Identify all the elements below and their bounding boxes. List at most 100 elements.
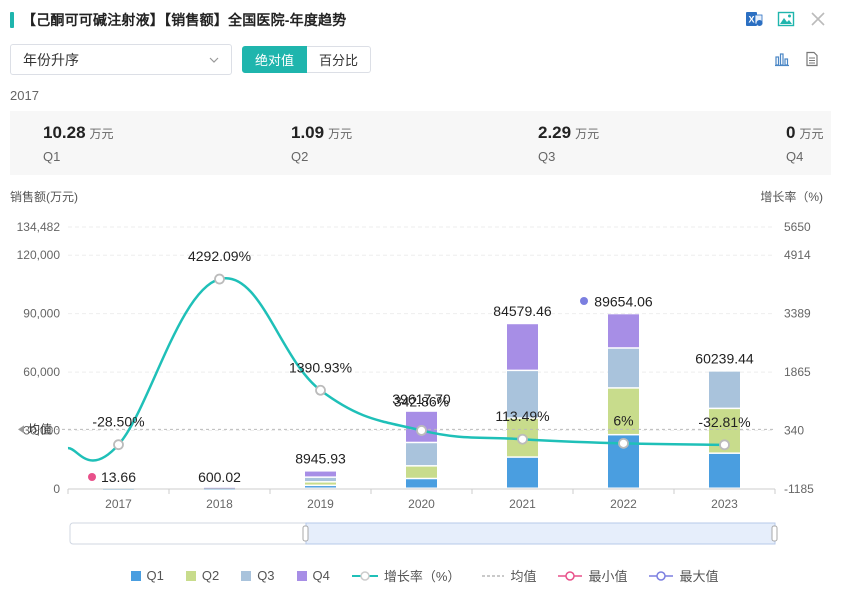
bar-total-label: 13.66	[101, 469, 136, 485]
left-tick-label: 120,000	[17, 248, 61, 262]
percent-button[interactable]: 百分比	[307, 46, 372, 73]
zoom-handle-left[interactable]	[302, 525, 309, 542]
x-tick-label: 2022	[610, 497, 637, 511]
legend-q3[interactable]: Q3	[241, 566, 275, 585]
bar-q4-2018	[204, 487, 235, 489]
bar-total-label: 84579.46	[493, 303, 552, 319]
view-toolbar	[773, 50, 821, 68]
x-tick-label: 2019	[307, 497, 334, 511]
close-icon[interactable]	[809, 10, 827, 28]
bar-q4-2022	[608, 314, 639, 348]
bar-total-label: 39617.70	[392, 391, 451, 407]
left-tick-label: 30,000	[23, 424, 60, 438]
sales-trend-chart: 134,482 120,000 90,000 60,000 30,000 0 5650 491…	[17, 220, 814, 545]
bar-total-label: 89654.06	[594, 293, 653, 309]
max-value-marker	[580, 297, 588, 305]
excel-icon[interactable]: X	[745, 10, 763, 28]
bar-q3-2019	[305, 477, 336, 482]
zoom-selected-range[interactable]	[305, 522, 776, 545]
sort-select[interactable]: 年份升序	[10, 44, 232, 75]
document-icon[interactable]	[803, 50, 821, 68]
chart-title-bar: 【己酮可可碱注射液】【销售额】全国医院-年度趋势	[10, 10, 346, 30]
bar-q1-2020	[406, 479, 437, 488]
legend-q2-label: Q2	[201, 568, 220, 583]
legend-growth-label: 增长率（%）	[383, 569, 461, 584]
right-tick-label: 4914	[784, 248, 811, 262]
legend-q1-swatch	[130, 570, 141, 581]
left-tick-label: 90,000	[23, 307, 60, 321]
legend-min-icon	[558, 570, 583, 581]
min-value-marker	[88, 473, 96, 481]
x-tick-label: 2020	[408, 497, 435, 511]
kpi-strip: 10.28 万元 Q1 1.09 万元 Q2 2.29 万元 Q3 0 万元 Q4	[10, 111, 831, 175]
bar-q3-2023	[709, 371, 740, 408]
legend-q4-label: Q4	[312, 568, 330, 583]
growth-label: 113.49%	[495, 408, 549, 424]
right-tick-label: 340	[784, 424, 804, 438]
right-tick-label: 3389	[784, 307, 811, 321]
bar-q3-2020	[406, 443, 437, 466]
legend-q4-swatch	[296, 570, 307, 581]
legend-max[interactable]: 最大值	[649, 566, 718, 585]
legend-q1[interactable]: Q1	[130, 566, 164, 585]
right-tick-label: 5650	[784, 220, 811, 234]
x-tick-label: 2021	[509, 497, 536, 511]
chart-title: 【己酮可可碱注射液】【销售额】全国医院-年度趋势	[22, 12, 347, 28]
absolute-value-button[interactable]: 绝对值	[242, 46, 308, 73]
growth-point-2019	[315, 384, 326, 396]
right-tick-label: 1865	[784, 365, 811, 379]
kpi-value: 0	[786, 123, 796, 142]
legend-q2[interactable]: Q2	[185, 566, 220, 585]
bar-q3-2022	[608, 348, 639, 388]
bar-q1-2023	[709, 453, 740, 488]
left-axis-title: 销售额(万元)	[10, 190, 78, 204]
bar-total-label: 600.02	[198, 469, 241, 485]
growth-rate-line	[67, 276, 725, 462]
growth-label: 6%	[613, 412, 633, 428]
bar-q4-2019	[305, 471, 336, 477]
legend-q1-label: Q1	[146, 568, 164, 583]
growth-point-2018	[214, 273, 225, 285]
x-tick-label: 2017	[105, 497, 132, 511]
bar-total-label: 8945.93	[295, 451, 346, 467]
legend-q2-swatch	[185, 570, 196, 581]
kpi-quarter: Q3	[538, 149, 556, 164]
growth-label: 342.86%	[394, 393, 449, 409]
growth-label: 4292.09%	[188, 248, 251, 264]
bar-q3-2017	[103, 488, 134, 490]
svg-text:X: X	[748, 15, 754, 25]
right-tick-label: -1185	[784, 482, 814, 496]
legend-average[interactable]: 均值	[482, 566, 536, 585]
legend-q3-swatch	[241, 570, 252, 581]
selected-year: 2017	[10, 88, 39, 103]
growth-point-2020	[416, 425, 427, 436]
legend-growth[interactable]: 增长率（%）	[351, 566, 461, 585]
legend-q4[interactable]: Q4	[296, 566, 330, 585]
bar-q2-2020	[406, 466, 437, 478]
chevron-down-icon	[209, 57, 219, 63]
legend-q3-label: Q3	[257, 568, 275, 583]
zoom-handle-right[interactable]	[771, 525, 778, 542]
legend-min[interactable]: 最小值	[558, 566, 627, 585]
x-tick-label: 2023	[711, 497, 738, 511]
bar-q2-2019	[305, 482, 336, 485]
growth-label: -28.50%	[92, 414, 144, 430]
legend-min-label: 最小值	[588, 569, 628, 584]
growth-point-2022	[618, 437, 629, 449]
bar-q1-2019	[305, 486, 336, 488]
right-axis-title: 增长率（%)	[760, 190, 823, 204]
x-tick-label: 2018	[206, 497, 233, 511]
bar-q4-2021	[507, 324, 538, 370]
chart-legend: Q1 Q2 Q3 Q4 增长率（%） 均值 最小值 最大值	[0, 566, 849, 585]
legend-max-label: 最大值	[679, 569, 719, 584]
image-icon[interactable]	[777, 10, 795, 28]
legend-max-icon	[649, 570, 674, 581]
kpi-quarter: Q2	[291, 149, 309, 164]
kpi-unit: 万元	[799, 127, 824, 141]
legend-average-line-icon	[482, 574, 505, 577]
bar-chart-icon[interactable]	[773, 50, 791, 68]
bar-q3-2021	[507, 371, 538, 418]
kpi-quarter: Q4	[786, 149, 804, 164]
growth-label: 1390.93%	[289, 359, 352, 375]
average-label: 均值	[28, 421, 52, 436]
